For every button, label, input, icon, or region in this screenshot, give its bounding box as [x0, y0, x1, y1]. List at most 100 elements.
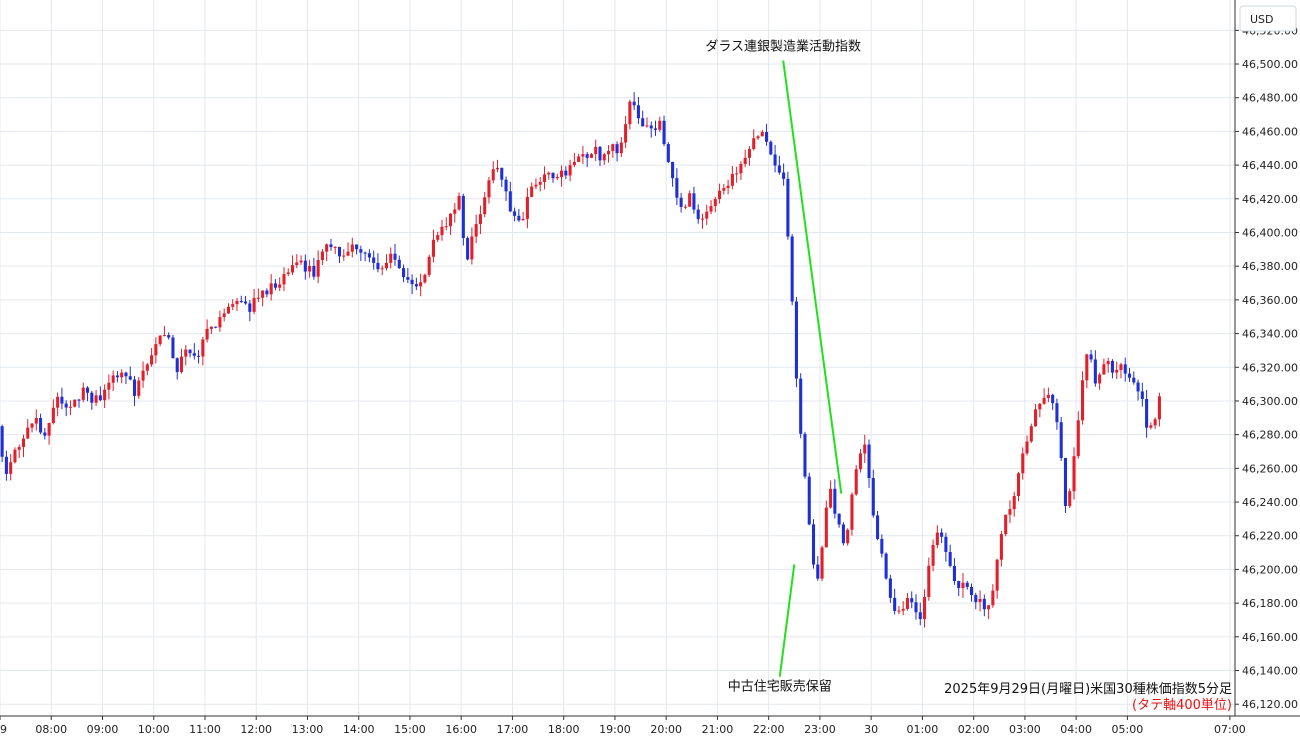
y-axis: 46,120.00 46,140.00 46,160.00 46,180.00 46,2… — [1235, 24, 1298, 711]
candle-body — [397, 259, 401, 269]
candle-body — [107, 382, 111, 390]
currency-label-box: USD — [1239, 5, 1297, 32]
candle-body — [1149, 425, 1153, 428]
candle-body — [824, 507, 828, 548]
candle-body — [372, 257, 376, 263]
candle-body — [103, 389, 107, 401]
candle-body — [585, 154, 589, 158]
candle-body — [137, 380, 141, 396]
candle-body — [478, 214, 482, 225]
candle-body — [1021, 453, 1025, 474]
y-tick-label: 46,320.00 — [1242, 361, 1298, 374]
candle-body — [290, 265, 295, 273]
candle-body — [316, 260, 320, 277]
candle-body — [747, 149, 751, 158]
candle-body — [807, 476, 811, 525]
candle-body — [406, 277, 410, 280]
candle-body — [346, 251, 350, 256]
candle-body — [700, 218, 705, 220]
candle-body — [696, 209, 700, 220]
x-tick-label: 03:00 — [1009, 723, 1041, 736]
candle-body — [1016, 473, 1021, 497]
y-tick-label: 46,460.00 — [1242, 125, 1298, 138]
candle-body — [606, 150, 611, 155]
candle-body — [448, 213, 453, 227]
grid-lines — [0, 0, 1235, 716]
candle-body — [777, 165, 781, 173]
candle-body — [752, 138, 756, 150]
y-tick-label: 46,380.00 — [1242, 260, 1298, 273]
x-tick-label: 12:00 — [240, 723, 272, 736]
y-tick-label: 46,260.00 — [1242, 462, 1298, 475]
candle-body — [86, 387, 90, 393]
candle-body — [491, 169, 495, 181]
candle-body — [615, 144, 619, 154]
candle-body — [461, 195, 465, 239]
candle-body — [863, 444, 867, 454]
candle-body — [132, 379, 137, 396]
candle-body — [68, 406, 72, 408]
candle-body — [47, 422, 51, 436]
candle-body — [1059, 422, 1063, 458]
candle-body — [969, 586, 974, 596]
candle-body — [9, 462, 13, 474]
candle-body — [1153, 419, 1157, 426]
candle-body — [850, 494, 854, 530]
candle-body — [1012, 496, 1016, 510]
candle-body — [500, 167, 504, 180]
candle-body — [1110, 360, 1114, 373]
candle-body — [841, 524, 845, 544]
y-tick-label: 46,500.00 — [1242, 58, 1298, 71]
candle-body — [444, 226, 448, 228]
candle-body — [43, 432, 47, 436]
candle-body — [794, 301, 798, 379]
candle-body — [1132, 377, 1136, 383]
candle-body — [782, 172, 786, 179]
y-tick-label: 46,180.00 — [1242, 597, 1298, 610]
candle-body — [1072, 456, 1076, 492]
candle-body — [188, 349, 192, 354]
candle-body — [957, 581, 961, 589]
candle-body — [1098, 374, 1102, 384]
candle-body — [649, 125, 653, 129]
candle-body — [897, 610, 901, 612]
candle-body — [1046, 394, 1050, 398]
candle-body — [521, 218, 525, 221]
candle-body — [423, 274, 427, 283]
candle-body — [577, 156, 581, 162]
candle-body — [508, 191, 512, 212]
candle-body — [1055, 403, 1059, 423]
candle-body — [602, 154, 606, 161]
candle-body — [517, 215, 521, 221]
candle-body — [999, 534, 1003, 560]
candle-body — [1140, 391, 1144, 400]
candle-body — [974, 595, 978, 603]
candle-body — [1063, 457, 1068, 507]
candle-body — [273, 283, 277, 288]
candle-body — [282, 274, 286, 285]
candle-body — [60, 396, 64, 404]
candle-body — [141, 370, 145, 381]
candle-body — [124, 372, 128, 377]
candle-body — [961, 582, 965, 589]
x-tick-label: 14:00 — [343, 723, 375, 736]
candle-body — [56, 396, 60, 408]
candle-body — [683, 206, 687, 208]
candle-body — [790, 236, 794, 302]
x-tick-label: 15:00 — [394, 723, 426, 736]
chart-note-title: 2025年9月29日(月曜日)米国30種株価指数5分足 — [944, 681, 1232, 697]
x-tick-label: 30 — [864, 723, 878, 736]
x-axis: 29 08:00 09:00 10:00 11:00 12:00 13:00 14:00 15:… — [0, 716, 1246, 736]
candle-body — [440, 226, 444, 236]
candle-body — [380, 268, 384, 270]
candle-body — [1136, 382, 1140, 392]
candle-body — [876, 515, 880, 539]
candle-body — [350, 244, 354, 252]
candle-body — [495, 167, 500, 170]
candle-body — [342, 255, 346, 257]
candle-body — [1029, 426, 1033, 442]
x-tick-label: 23:00 — [804, 723, 836, 736]
candle-body — [470, 236, 474, 260]
candle-body — [619, 142, 623, 154]
